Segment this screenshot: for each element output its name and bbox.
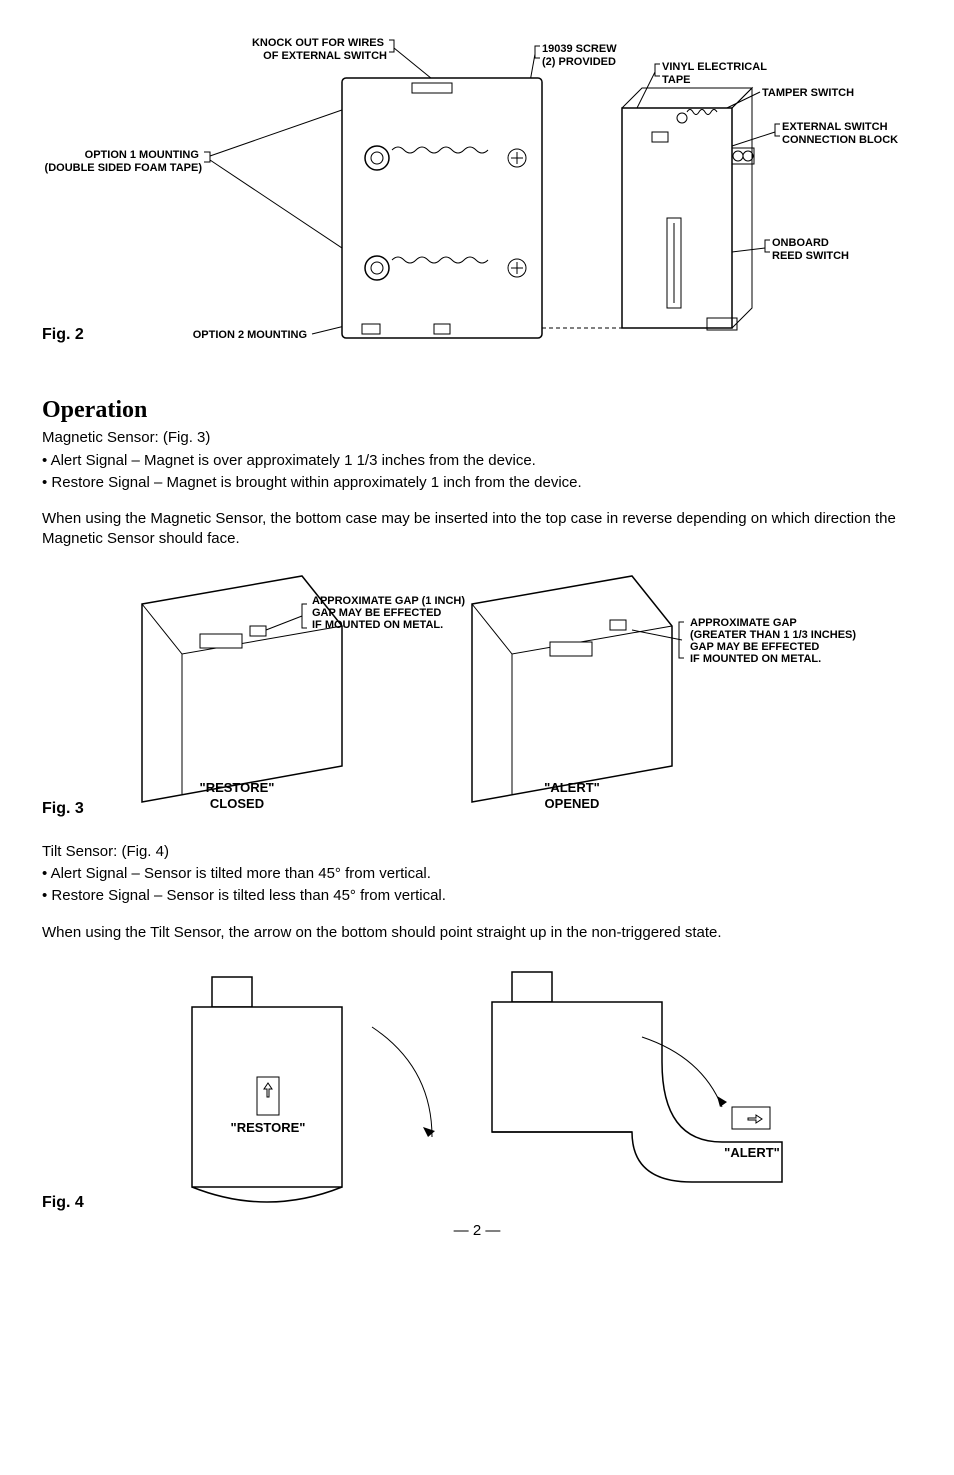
- magnetic-bullets: Alert Signal – Magnet is over approximat…: [42, 451, 912, 494]
- label-option2: OPTION 2 MOUNTING: [193, 329, 307, 341]
- fig3-open-gap-label: APPROXIMATE GAP (GREATER THAN 1 1/3 INCH…: [690, 617, 859, 665]
- heading-operation: Operation: [42, 394, 912, 426]
- fig2-caption: Fig. 2: [42, 324, 84, 346]
- label-knockout: KNOCK OUT FOR WIRES OF EXTERNAL SWITCH: [252, 37, 387, 62]
- fig3-open-sub: OPENED: [545, 796, 600, 811]
- fig3-opened: [472, 576, 684, 802]
- figure-3: APPROXIMATE GAP (1 INCH) GAP MAY BE EFFE…: [42, 564, 912, 820]
- fig3-diagram: APPROXIMATE GAP (1 INCH) GAP MAY BE EFFE…: [42, 564, 912, 814]
- fig3-caption: Fig. 3: [42, 798, 84, 820]
- tilt-bullet-1: Alert Signal – Sensor is tilted more tha…: [42, 864, 912, 884]
- fig4-diagram: "RESTORE" "ALERT": [42, 957, 912, 1207]
- fig3-open-title: "ALERT": [544, 780, 600, 795]
- tilt-bullet-2: Restore Signal – Sensor is tilted less t…: [42, 886, 912, 906]
- magnetic-bullet-2: Restore Signal – Magnet is brought withi…: [42, 473, 912, 493]
- figure-2: OPTION 1 MOUNTING (DOUBLE SIDED FOAM TAP…: [42, 28, 912, 368]
- fig3-closed-gap-label: APPROXIMATE GAP (1 INCH) GAP MAY BE EFFE…: [312, 595, 468, 631]
- tilt-bullets: Alert Signal – Sensor is tilted more tha…: [42, 864, 912, 907]
- page-number: — 2 —: [42, 1221, 912, 1241]
- figure-4: "RESTORE" "ALERT" Fig. 4: [42, 957, 912, 1213]
- fig4-restore: [192, 977, 342, 1202]
- fig4-alert-label: "ALERT": [724, 1145, 780, 1160]
- label-tamper: TAMPER SWITCH: [762, 87, 854, 99]
- magnetic-intro: Magnetic Sensor: (Fig. 3): [42, 428, 912, 448]
- tilt-note: When using the Tilt Sensor, the arrow on…: [42, 923, 912, 943]
- fig2-diagram: OPTION 1 MOUNTING (DOUBLE SIDED FOAM TAP…: [42, 28, 912, 368]
- label-vinyl: VINYL ELECTRICAL TAPE: [662, 61, 770, 86]
- tilt-intro: Tilt Sensor: (Fig. 4): [42, 842, 912, 862]
- right-assembly: [622, 88, 754, 330]
- label-screw: 19039 SCREW (2) PROVIDED: [542, 43, 620, 68]
- fig4-restore-label: "RESTORE": [231, 1120, 306, 1135]
- label-reed: ONBOARD REED SWITCH: [772, 237, 849, 262]
- magnetic-bullet-1: Alert Signal – Magnet is over approximat…: [42, 451, 912, 471]
- label-option1: OPTION 1 MOUNTING (DOUBLE SIDED FOAM TAP…: [45, 149, 203, 174]
- fig4-caption: Fig. 4: [42, 1192, 84, 1214]
- magnetic-note: When using the Magnetic Sensor, the bott…: [42, 509, 912, 550]
- fig3-closed-sub: CLOSED: [210, 796, 264, 811]
- label-extswitch: EXTERNAL SWITCH CONNECTION BLOCK: [782, 121, 898, 146]
- fig3-closed-title: "RESTORE": [200, 780, 275, 795]
